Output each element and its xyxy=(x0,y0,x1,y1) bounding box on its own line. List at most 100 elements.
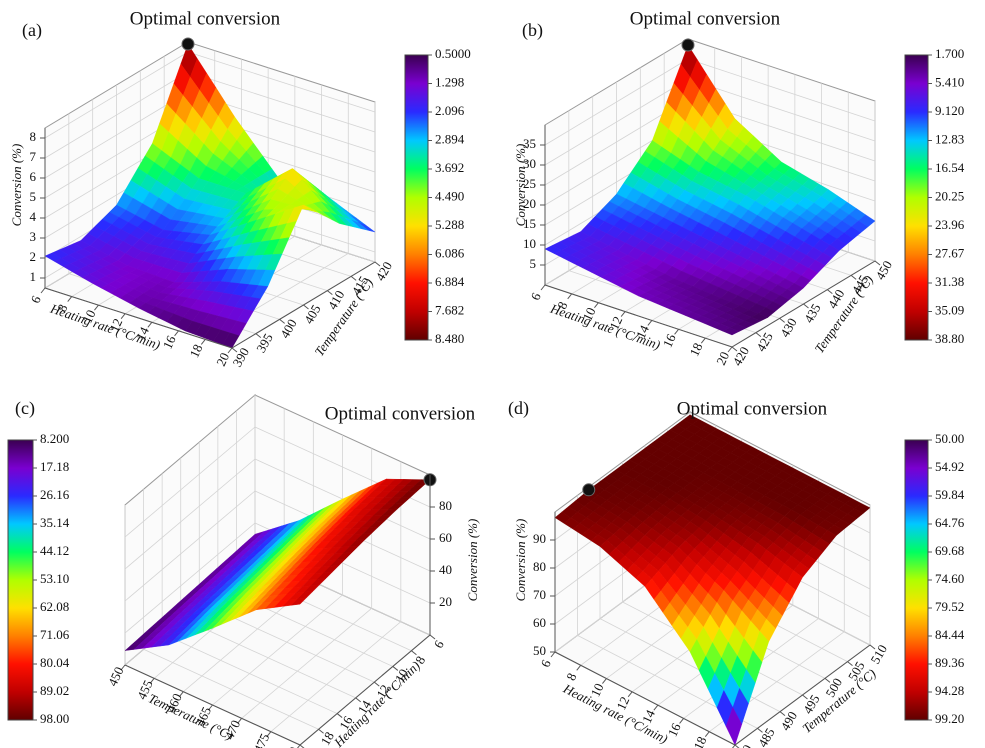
panel-label: (a) xyxy=(22,20,42,41)
x-tick-label: 6 xyxy=(537,657,554,670)
colorbar-tick-label: 2.894 xyxy=(435,131,465,146)
x-tick xyxy=(550,651,556,658)
colorbar-tick-label: 50.00 xyxy=(935,431,964,446)
x-tick-label: 470 xyxy=(221,718,243,742)
y-tick xyxy=(847,661,853,667)
colorbar-tick-label: 27.67 xyxy=(935,245,965,260)
colorbar-tick-label: 64.76 xyxy=(935,515,965,530)
colorbar-tick-label: 6.884 xyxy=(435,274,465,289)
x-tick xyxy=(67,296,73,302)
x-tick xyxy=(700,337,706,344)
x-tick-label: 12 xyxy=(606,314,625,332)
colorbar-tick-label: 31.38 xyxy=(935,274,964,289)
y-tick xyxy=(803,303,809,309)
x-tick xyxy=(540,284,546,291)
colorbar-tick-label: 89.36 xyxy=(935,655,965,670)
x-tick-label: 480 xyxy=(280,744,302,748)
y-tick xyxy=(355,697,362,703)
colorbar-tick-label: 17.18 xyxy=(40,459,69,474)
x-tick xyxy=(627,691,633,698)
x-tick xyxy=(94,304,99,311)
colorbar-tick-label: 2.096 xyxy=(435,103,465,118)
z-tick-label: 2 xyxy=(30,249,37,264)
x-tick-label: 475 xyxy=(251,731,273,748)
grid-line xyxy=(124,522,256,634)
colorbar-tick-label: 1.298 xyxy=(435,74,464,89)
z-tick-label: 70 xyxy=(533,587,546,602)
x-tick xyxy=(266,731,272,737)
z-tick-label: 8 xyxy=(30,129,37,144)
x-tick-label: 14 xyxy=(133,324,152,343)
z-tick-label: 20 xyxy=(439,594,452,609)
z-tick-label: 80 xyxy=(533,559,546,574)
colorbar-tick-label: 23.96 xyxy=(935,217,965,232)
y-tick xyxy=(802,694,808,700)
colorbar-tick-label: 1.700 xyxy=(935,46,964,61)
colorbar-tick-label: 35.14 xyxy=(40,515,70,530)
y-tick xyxy=(755,332,762,338)
colorbar-tick-label: 6.086 xyxy=(435,245,465,260)
z-tick-label: 5 xyxy=(30,189,37,204)
grid-line xyxy=(187,71,376,133)
grid-line xyxy=(44,51,189,139)
x-tick-label: 14 xyxy=(633,322,652,341)
chart-title: Optimal conversion xyxy=(677,398,828,419)
x-tick xyxy=(178,691,184,697)
colorbar-tick-label: 12.83 xyxy=(935,131,964,146)
x-tick xyxy=(620,311,626,317)
colorbar-tick-label: 71.06 xyxy=(40,627,70,642)
colorbar-tick-label: 26.16 xyxy=(40,487,70,502)
x-tick-label: 10 xyxy=(80,307,99,325)
panel-label: (c) xyxy=(15,398,35,419)
grid-line xyxy=(687,78,876,142)
y-tick xyxy=(850,274,857,280)
x-tick xyxy=(727,346,733,353)
chart-title: Optimal conversion xyxy=(325,403,476,424)
x-tick-label: 10 xyxy=(588,681,607,699)
colorbar-tick-label: 54.92 xyxy=(935,459,964,474)
colorbar xyxy=(404,54,429,341)
colorbar-tick-label: 94.28 xyxy=(935,683,964,698)
colorbar-tick-label: 20.25 xyxy=(935,188,964,203)
y-tick xyxy=(827,289,833,295)
z-tick-label: 90 xyxy=(533,531,546,546)
colorbar-tick-label: 35.09 xyxy=(935,302,964,317)
y-tick xyxy=(779,711,786,717)
y-tick xyxy=(757,727,763,733)
y-tick xyxy=(734,744,740,748)
colorbar-tick-label: 7.682 xyxy=(435,302,464,317)
colorbar xyxy=(904,54,929,341)
x-tick xyxy=(120,664,126,671)
x-tick xyxy=(40,287,46,294)
x-tick-label: 18 xyxy=(690,734,709,748)
colorbar-tick-label: 0.5000 xyxy=(435,46,471,61)
colorbar-tick-label: 59.84 xyxy=(935,487,965,502)
z-tick-label: 10 xyxy=(523,236,536,251)
x-tick-label: 16 xyxy=(660,331,679,350)
z-tick-label: 25 xyxy=(523,176,536,191)
colorbar-tick-label: 62.08 xyxy=(40,599,69,614)
x-tick xyxy=(674,328,679,335)
x-tick-label: 20 xyxy=(713,349,732,367)
z-tick-label: 7 xyxy=(30,149,37,164)
grid-line xyxy=(187,51,376,113)
colorbar-tick-label: 3.692 xyxy=(435,160,464,175)
y-tick xyxy=(279,318,285,324)
y-tick xyxy=(824,677,831,683)
grid-line xyxy=(44,71,189,159)
y-tick xyxy=(411,650,417,656)
x-tick-label: 455 xyxy=(134,678,156,702)
x-tick xyxy=(653,704,659,711)
y-tick-label: 485 xyxy=(755,725,778,748)
colorbar-tick-label: 99.20 xyxy=(935,711,964,726)
z-tick-label: 6 xyxy=(30,169,37,184)
z-tick-label: 60 xyxy=(439,530,452,545)
x-tick xyxy=(602,678,607,684)
grid-line xyxy=(143,648,319,730)
x-tick-label: 450 xyxy=(105,664,127,688)
colorbar-tick-label: 98.00 xyxy=(40,711,69,726)
z-axis-title: Conversion (%) xyxy=(513,144,528,227)
z-tick-label: 4 xyxy=(30,209,37,224)
x-tick-label: 6 xyxy=(27,293,44,306)
colorbar-tick-label: 44.12 xyxy=(40,543,69,558)
